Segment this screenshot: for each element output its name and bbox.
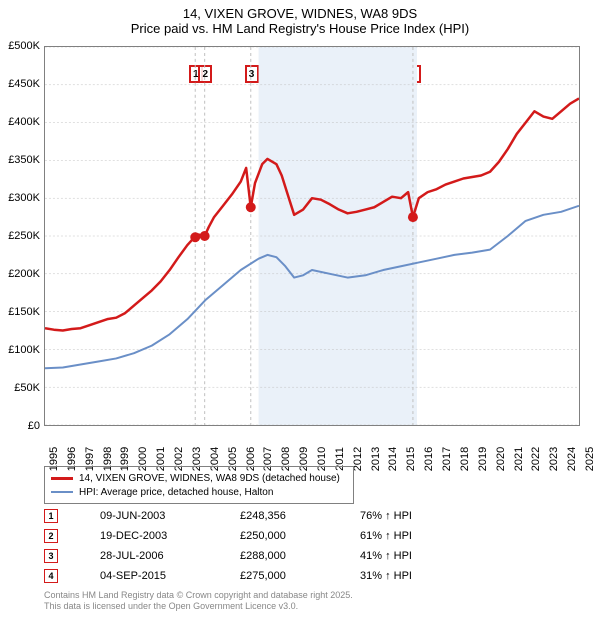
x-tick-label: 2024: [566, 447, 578, 471]
y-tick-label: £300K: [0, 192, 40, 204]
legend-swatch: [51, 491, 73, 493]
sale-date: 09-JUN-2003: [100, 510, 240, 522]
sale-row: 4 04-SEP-2015£275,00031% ↑ HPI: [44, 566, 440, 586]
sale-number-box: 3: [44, 549, 58, 563]
sale-pct: 61% ↑ HPI: [360, 530, 440, 542]
y-tick-label: £150K: [0, 306, 40, 318]
sale-number-box: 1: [44, 509, 58, 523]
sale-pct: 76% ↑ HPI: [360, 510, 440, 522]
legend-label: 14, VIXEN GROVE, WIDNES, WA8 9DS (detach…: [79, 473, 340, 484]
x-tick-label: 2014: [387, 447, 399, 471]
y-tick-label: £450K: [0, 78, 40, 90]
sale-row: 2 19-DEC-2003£250,00061% ↑ HPI: [44, 526, 440, 546]
title-subtitle: Price paid vs. HM Land Registry's House …: [0, 21, 600, 36]
x-tick-label: 2020: [495, 447, 507, 471]
title-block: 14, VIXEN GROVE, WIDNES, WA8 9DS Price p…: [0, 0, 600, 36]
sale-row: 1 09-JUN-2003£248,35676% ↑ HPI: [44, 506, 440, 526]
x-tick-label: 2013: [370, 447, 382, 471]
x-tick-label: 2022: [530, 447, 542, 471]
x-tick-label: 2023: [548, 447, 560, 471]
legend-label: HPI: Average price, detached house, Halt…: [79, 487, 273, 498]
y-tick-label: £500K: [0, 40, 40, 52]
y-tick-label: £50K: [0, 382, 40, 394]
sale-price: £248,356: [240, 510, 360, 522]
y-tick-label: £350K: [0, 154, 40, 166]
chart-plot-area: 1234: [44, 46, 580, 426]
legend-swatch: [51, 477, 73, 480]
y-tick-label: £400K: [0, 116, 40, 128]
y-tick-label: £250K: [0, 230, 40, 242]
sales-table: 1 09-JUN-2003£248,35676% ↑ HPI 2 19-DEC-200…: [44, 506, 440, 586]
chart-svg: [45, 47, 579, 425]
sale-price: £250,000: [240, 530, 360, 542]
sale-row: 3 28-JUL-2006£288,00041% ↑ HPI: [44, 546, 440, 566]
sale-price: £275,000: [240, 570, 360, 582]
legend-item: 14, VIXEN GROVE, WIDNES, WA8 9DS (detach…: [51, 471, 347, 485]
y-tick-label: £0: [0, 420, 40, 432]
sale-date: 19-DEC-2003: [100, 530, 240, 542]
x-tick-label: 2015: [405, 447, 417, 471]
sale-price: £288,000: [240, 550, 360, 562]
attribution: Contains HM Land Registry data © Crown c…: [44, 590, 353, 612]
x-tick-label: 2018: [459, 447, 471, 471]
sale-number-box: 2: [44, 529, 58, 543]
attribution-line: This data is licensed under the Open Gov…: [44, 601, 353, 612]
sale-date: 28-JUL-2006: [100, 550, 240, 562]
x-tick-label: 2017: [441, 447, 453, 471]
x-tick-label: 2016: [423, 447, 435, 471]
sale-date: 04-SEP-2015: [100, 570, 240, 582]
y-tick-label: £200K: [0, 268, 40, 280]
chart-container: 14, VIXEN GROVE, WIDNES, WA8 9DS Price p…: [0, 0, 600, 620]
attribution-line: Contains HM Land Registry data © Crown c…: [44, 590, 353, 601]
x-tick-label: 2021: [513, 447, 525, 471]
sale-pct: 41% ↑ HPI: [360, 550, 440, 562]
x-tick-label: 2025: [584, 447, 596, 471]
y-tick-label: £100K: [0, 344, 40, 356]
legend-item: HPI: Average price, detached house, Halt…: [51, 485, 347, 499]
sale-pct: 31% ↑ HPI: [360, 570, 440, 582]
title-address: 14, VIXEN GROVE, WIDNES, WA8 9DS: [0, 6, 600, 21]
x-tick-label: 2019: [477, 447, 489, 471]
sale-number-box: 4: [44, 569, 58, 583]
legend: 14, VIXEN GROVE, WIDNES, WA8 9DS (detach…: [44, 466, 354, 504]
